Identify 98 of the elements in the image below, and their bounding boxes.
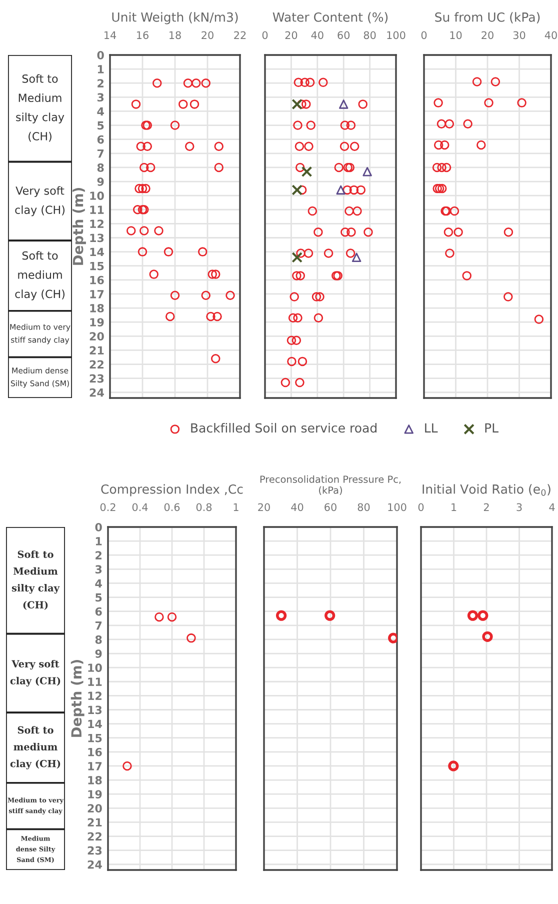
x-tick-label: 20 — [258, 503, 270, 512]
x-tick-label: 0.8 — [196, 503, 212, 512]
y-tick-label: 7 — [95, 622, 102, 630]
y-tick-label: 10 — [88, 664, 102, 672]
chart-title: Unit Weigth (kN/m3) — [112, 12, 238, 24]
series-label: Soft to Medium silty clay (CH) — [16, 74, 64, 142]
y-tick-label: 22 — [90, 360, 104, 368]
y-axis-title: Depth (m) — [70, 660, 84, 737]
y-tick-label: 21 — [90, 346, 104, 354]
x-tick-label: 100 — [387, 31, 406, 40]
y-tick-label: 4 — [97, 107, 104, 116]
y-tick-label: 4 — [95, 579, 102, 588]
chart-title: Preconsolidation Pressure Pc, (kPa) — [260, 475, 401, 495]
chart-title: Initial Void Ratio (e$_{0}$) — [422, 484, 550, 496]
y-tick-label: 2 — [98, 79, 104, 88]
chart-title: Water Content (%) — [272, 12, 388, 24]
y-tick-label: 6 — [97, 135, 104, 144]
y-tick-label: 16 — [90, 276, 104, 284]
x-tick-label: 40 — [311, 31, 324, 40]
legend-label: Backfilled Soil on service road — [191, 422, 376, 433]
series-label: Soft to medium clay (CH) — [15, 251, 64, 300]
x-tick-label: 20 — [285, 31, 298, 40]
y-tick-label: 5 — [98, 121, 104, 130]
x-tick-label: 3 — [516, 503, 522, 512]
y-tick-label: 14 — [90, 248, 104, 256]
legend-label: PL — [485, 423, 498, 432]
x-tick-label: 30 — [513, 31, 526, 40]
y-tick-label: 23 — [90, 374, 104, 383]
y-tick-label: 8 — [97, 163, 104, 172]
y-tick-label: 10 — [90, 192, 104, 200]
series-label: Soft to medium clay (CH) — [10, 726, 60, 770]
x-tick-label: 2 — [484, 503, 489, 511]
y-tick-label: 15 — [90, 262, 104, 270]
x-tick-label: 0 — [262, 31, 268, 40]
x-tick-label: 0.6 — [164, 503, 180, 512]
series-label: Very soft clay (CH) — [15, 186, 64, 216]
y-tick-label: 7 — [97, 150, 104, 158]
x-tick-label: 80 — [358, 503, 370, 512]
x-tick-label: 22 — [234, 31, 246, 39]
x-tick-label: 10 — [450, 31, 462, 40]
y-tick-label: 12 — [90, 220, 104, 228]
x-tick-label: 0 — [418, 503, 424, 512]
x-tick-label: 60 — [338, 31, 350, 40]
series-label: Soft to Medium silty clay (CH) — [12, 550, 60, 610]
x-tick-label: 0.4 — [132, 503, 148, 512]
chart-title: Compression Index ,Cc — [101, 484, 243, 496]
y-tick-label: 11 — [88, 678, 102, 686]
series-label: Very soft clay (CH) — [10, 660, 60, 686]
y-tick-label: 14 — [88, 720, 102, 728]
y-tick-label: 0 — [97, 50, 104, 60]
y-tick-label: 23 — [88, 846, 102, 855]
y-tick-label: 24 — [88, 860, 102, 869]
x-tick-label: 40 — [291, 503, 304, 512]
y-tick-label: 18 — [90, 304, 104, 312]
y-tick-label: 17 — [90, 290, 104, 298]
y-tick-label: 20 — [90, 332, 104, 341]
y-tick-label: 2 — [96, 551, 102, 560]
y-tick-label: 12 — [88, 692, 102, 700]
y-tick-label: 9 — [97, 178, 104, 186]
y-tick-label: 22 — [88, 832, 102, 840]
y-tick-label: 9 — [95, 650, 102, 658]
y-tick-label: 17 — [88, 762, 102, 770]
y-tick-label: 3 — [97, 93, 104, 102]
y-tick-label: 13 — [88, 706, 102, 714]
y-tick-label: 19 — [90, 318, 104, 326]
y-tick-label: 0 — [95, 522, 102, 532]
y-tick-label: 13 — [90, 234, 104, 242]
x-tick-label: 0 — [421, 31, 427, 40]
y-axis-title: Depth (m) — [72, 188, 86, 265]
x-tick-label: 16 — [137, 31, 148, 40]
x-tick-label: 40 — [544, 31, 557, 40]
x-tick-label: 100 — [388, 503, 406, 512]
y-tick-label: 19 — [88, 790, 102, 798]
x-tick-label: 20 — [482, 31, 494, 40]
x-tick-label: 18 — [170, 31, 181, 40]
y-tick-label: 1 — [96, 537, 102, 546]
x-tick-label: 14 — [104, 31, 116, 39]
x-tick-label: 60 — [324, 503, 336, 512]
y-tick-label: 11 — [90, 206, 104, 214]
y-tick-label: 20 — [88, 804, 102, 813]
x-tick-label: 0.2 — [100, 503, 116, 512]
y-tick-label: 21 — [88, 818, 102, 826]
chart-title: Su from UC (kPa) — [435, 12, 540, 24]
y-tick-label: 5 — [96, 593, 102, 602]
y-tick-label: 6 — [95, 607, 102, 616]
y-tick-label: 15 — [88, 734, 102, 742]
x-tick-label: 1 — [452, 503, 456, 511]
legend-label: LL — [425, 423, 438, 432]
x-tick-label: 20 — [202, 31, 214, 40]
y-tick-label: 1 — [98, 65, 104, 74]
y-tick-label: 24 — [90, 388, 104, 397]
y-tick-label: 18 — [88, 776, 102, 784]
y-tick-label: 16 — [88, 748, 102, 756]
x-tick-label: 1 — [234, 503, 238, 511]
y-tick-label: 3 — [95, 565, 102, 574]
x-tick-label: 4 — [549, 503, 555, 511]
x-tick-label: 80 — [364, 31, 376, 40]
y-tick-label: 8 — [95, 635, 102, 644]
